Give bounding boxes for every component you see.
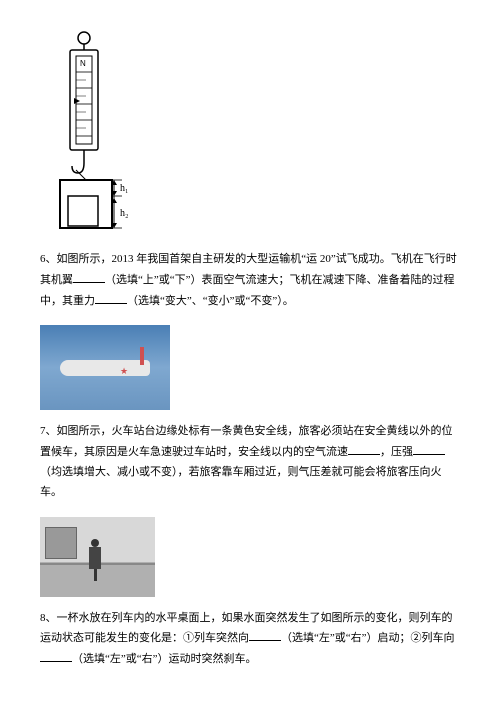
h1-label: h₁ <box>120 183 129 194</box>
q8-text-c: （选填“左”或“右”）运动时突然刹车。 <box>72 653 257 665</box>
q6-blank-1 <box>73 270 105 283</box>
q8-text-b: （选填“左”或“右”）启动；②列车向 <box>281 632 455 644</box>
q7-blank-1 <box>348 442 380 455</box>
plane-tail <box>140 347 144 365</box>
person-body <box>89 547 101 569</box>
q7-text-c: （均选填增大、减小或不变），若旅客靠车厢过近，则气压差就可能会将旅客压向火车。 <box>40 466 442 498</box>
q6-blank-2 <box>95 291 127 304</box>
q7-number: 7、 <box>40 425 57 437</box>
svg-text:N: N <box>80 59 86 68</box>
spring-scale-figure: N <box>40 28 150 238</box>
spring-scale-svg: N <box>40 28 150 238</box>
train-window <box>45 527 77 559</box>
q6-number: 6、 <box>40 253 57 265</box>
q7-blank-2 <box>413 442 445 455</box>
q8-number: 8、 <box>40 612 57 624</box>
person-head <box>91 539 99 547</box>
q7-text-b: ，压强 <box>380 446 413 458</box>
plane-star-icon: ★ <box>120 363 128 371</box>
plane-body <box>60 360 150 376</box>
question-8: 8、一杯水放在列车内的水平桌面上，如果水面突然发生了如图所示的变化，则列车的运动… <box>40 609 460 670</box>
person-legs <box>94 569 97 581</box>
station-figure <box>40 517 155 597</box>
question-7: 7、如图所示，火车站台边缘处标有一条黄色安全线，旅客必须站在安全黄线以外的位置候… <box>40 422 460 502</box>
h2-label: h₂ <box>120 208 129 219</box>
q6-text-c: （选填“变大”、“变小”或“不变”）。 <box>127 295 294 307</box>
page-content: N <box>0 0 500 704</box>
q8-blank-2 <box>40 649 72 662</box>
person-icon <box>88 539 102 579</box>
airplane-figure: ★ <box>40 325 170 410</box>
question-6: 6、如图所示，2013 年我国首架自主研发的大型运输机“运 20”试飞成功。飞机… <box>40 250 460 311</box>
q8-blank-1 <box>249 628 281 641</box>
